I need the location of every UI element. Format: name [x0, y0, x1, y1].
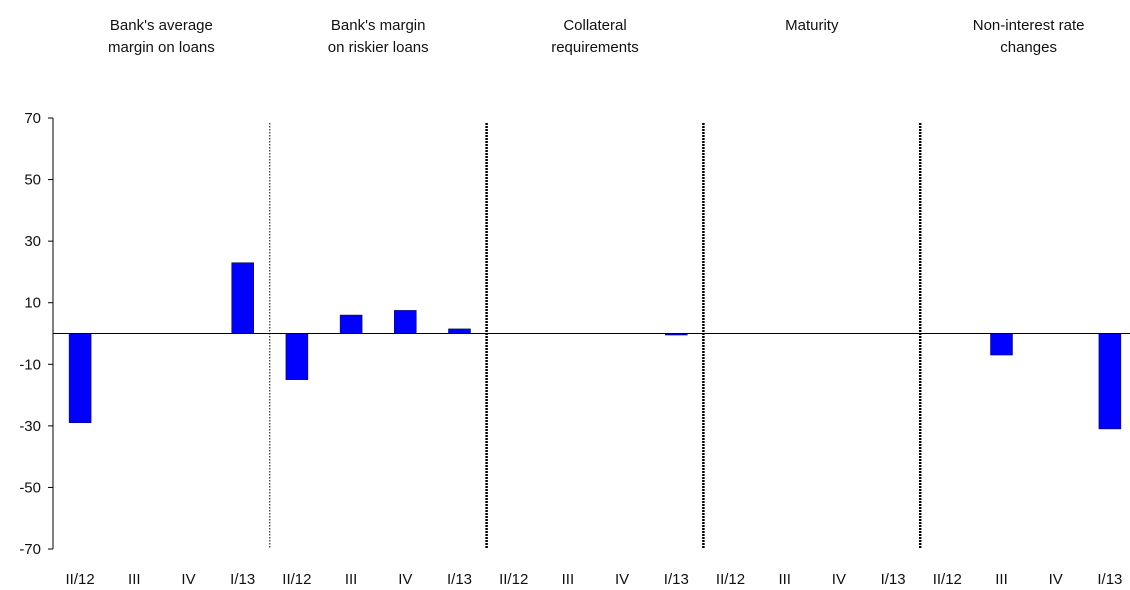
y-tick-label: 50 [24, 172, 41, 189]
group-title-line: on riskier loans [328, 39, 429, 56]
group-title-line: Bank's average [110, 17, 213, 34]
x-tick-label: I/13 [1097, 571, 1122, 588]
x-tick-label: IV [398, 571, 412, 588]
x-tick-label: I/13 [447, 571, 472, 588]
x-tick-label: I/13 [664, 571, 689, 588]
y-axis: 70 50 30 10 -10 -30 -50 -70 [19, 110, 54, 558]
y-tick-label: -10 [19, 356, 41, 373]
y-tick-label: -70 [19, 541, 41, 558]
group-separators [269, 123, 922, 549]
group-title: Bank's margin on riskier loans [328, 17, 429, 56]
bars [68, 262, 1122, 430]
x-tick-label: III [995, 571, 1008, 588]
group-title-line: Maturity [785, 17, 839, 34]
group-titles: Bank's average margin on loans Bank's marg… [108, 17, 1084, 56]
x-tick-label: III [778, 571, 791, 588]
x-tick-label: I/13 [230, 571, 255, 588]
bar [231, 262, 254, 334]
x-tick-label: II/12 [933, 571, 962, 588]
y-tick-label: 70 [24, 110, 41, 127]
group-title: Maturity [785, 17, 839, 34]
bar [394, 310, 417, 334]
x-tick-label: II/12 [282, 571, 311, 588]
x-tick-label: IV [1049, 571, 1063, 588]
x-tick-label: IV [832, 571, 846, 588]
bar [285, 333, 309, 380]
x-tick-label: III [128, 571, 141, 588]
bar [1098, 333, 1122, 430]
group-title: Bank's average margin on loans [108, 17, 215, 56]
x-tick-label: I/13 [881, 571, 906, 588]
bar [339, 314, 363, 334]
group-title-line: requirements [551, 39, 639, 56]
x-tick-label: IV [615, 571, 629, 588]
x-tick-label: II/12 [66, 571, 95, 588]
y-tick-label: 10 [24, 295, 41, 312]
x-tick-labels: II/12 III IV I/13 II/12 III IV I/13 II/12 III IV I/… [66, 571, 1123, 588]
group-title-line: Non-interest rate [973, 17, 1085, 34]
group-title-line: Collateral [563, 17, 626, 34]
group-title: Non-interest rate changes [973, 17, 1085, 56]
x-tick-label: II/12 [716, 571, 745, 588]
bar [448, 328, 471, 334]
bar [68, 333, 92, 424]
group-title-line: margin on loans [108, 39, 215, 56]
y-tick-label: -30 [19, 418, 41, 435]
group-title-line: changes [1000, 39, 1057, 56]
x-tick-label: III [562, 571, 575, 588]
x-tick-label: III [345, 571, 358, 588]
bar [990, 333, 1013, 356]
group-title-line: Bank's margin [331, 17, 426, 34]
x-tick-label: IV [181, 571, 195, 588]
group-title: Collateral requirements [551, 17, 639, 56]
x-tick-label: II/12 [499, 571, 528, 588]
y-tick-label: 30 [24, 233, 41, 250]
y-tick-label: -50 [19, 479, 41, 496]
